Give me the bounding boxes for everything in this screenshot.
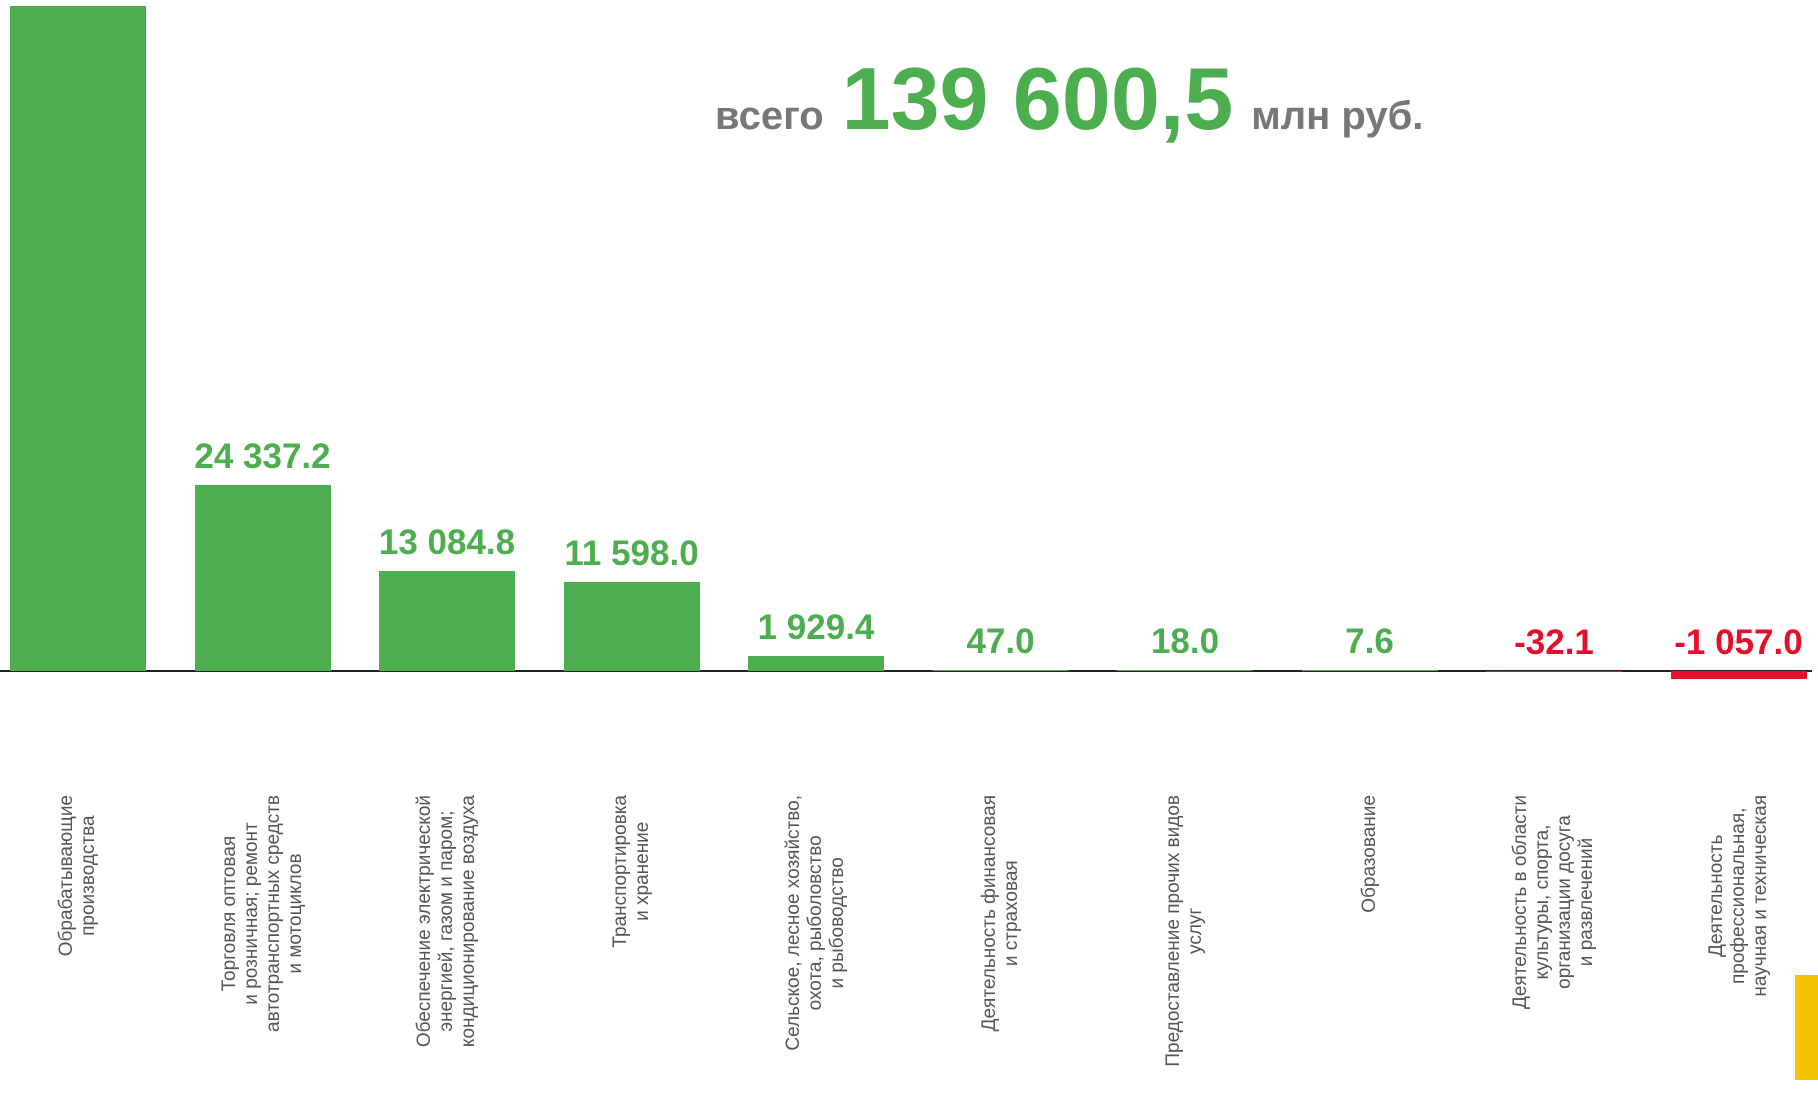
category-text: Деятельность в области культуры, спорта,… <box>1510 795 1598 1009</box>
total-prefix: всего <box>715 94 824 139</box>
category-label: Деятельность в области культуры, спорта,… <box>1494 795 1614 1075</box>
bar <box>10 6 146 671</box>
category-text: Торговля оптовая и розничная; ремонт авт… <box>219 795 307 1032</box>
bar <box>195 485 331 671</box>
category-label: Обеспечение электрической энергией, газо… <box>387 795 507 1075</box>
category-label: Предоставление прочих видов услуг <box>1125 795 1245 1075</box>
category-label: Образование <box>1310 795 1430 1075</box>
category-text: Обрабатывающие производства <box>56 795 100 956</box>
category-text: Предоставление прочих видов услуг <box>1163 795 1207 1067</box>
value-label: 24 337.2 <box>143 437 383 477</box>
bar <box>564 582 700 671</box>
category-label: Деятельность финансовая и страховая <box>941 795 1061 1075</box>
category-text: Образование <box>1359 795 1381 913</box>
value-label: -1 057.0 <box>1619 623 1818 663</box>
category-text: Транспортировка и хранение <box>610 795 654 948</box>
total-unit: млн руб. <box>1251 94 1423 139</box>
total-value: 139 600,5 <box>842 48 1234 150</box>
bar <box>379 571 515 671</box>
category-text: Деятельность профессиональная, научная и… <box>1706 795 1772 997</box>
value-label: 11 598.0 <box>512 534 752 574</box>
page: всего 139 600,5 млн руб. Обрабатывающие … <box>0 0 1818 1095</box>
bar <box>1671 671 1807 679</box>
category-text: Сельское, лесное хозяйство, охота, рыбол… <box>783 795 849 1051</box>
category-text: Обеспечение электрической энергией, газо… <box>414 795 480 1047</box>
category-label: Деятельность профессиональная, научная и… <box>1679 795 1799 1075</box>
category-label: Транспортировка и хранение <box>572 795 692 1075</box>
category-text: Деятельность финансовая и страховая <box>979 795 1023 1031</box>
category-label: Сельское, лесное хозяйство, охота, рыбол… <box>756 795 876 1075</box>
category-label: Обрабатывающие производства <box>18 795 138 1075</box>
header: всего 139 600,5 млн руб. <box>715 48 1423 150</box>
bar <box>748 656 884 671</box>
category-label: Торговля оптовая и розничная; ремонт авт… <box>203 795 323 1075</box>
